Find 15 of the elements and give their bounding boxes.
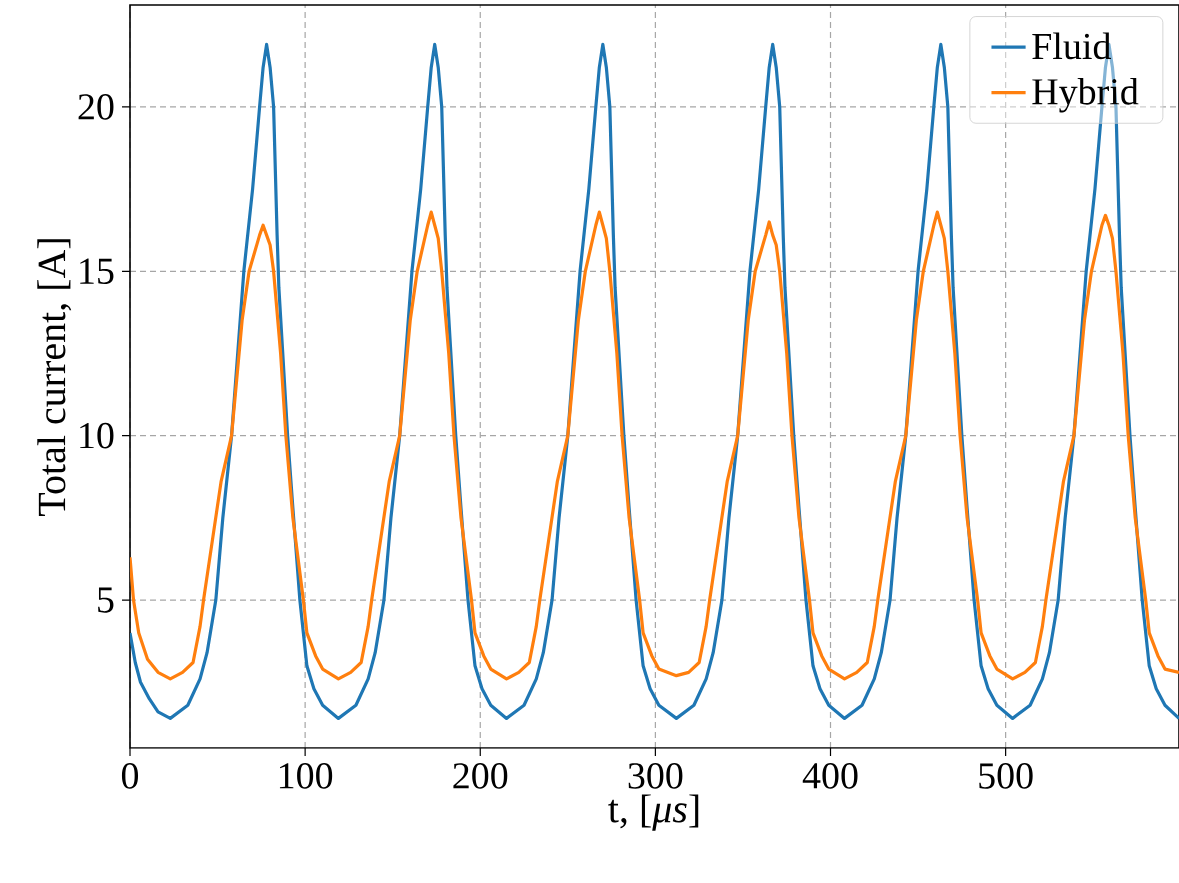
x-tick-label: 100 [279, 763, 333, 789]
y-tick-label: 15 [80, 258, 114, 285]
x-tick-label: 200 [453, 763, 508, 789]
y-tick-label: 20 [78, 94, 114, 120]
x-tick-label: 300 [628, 763, 683, 789]
y-tick-label: 5 [98, 587, 114, 613]
y-tick-label: 10 [80, 422, 114, 449]
x-tick-label: 500 [979, 763, 1033, 789]
legend-label: Hybrid [1032, 77, 1139, 113]
legend-label: Fluid [1032, 32, 1112, 60]
x-axis-title: t, [μs] [608, 794, 699, 831]
line-series [130, 210, 1179, 681]
y-axis-title: Total current, [A] [37, 239, 72, 516]
x-tick-label: 400 [802, 763, 858, 789]
x-tick-label: 0 [121, 763, 139, 789]
